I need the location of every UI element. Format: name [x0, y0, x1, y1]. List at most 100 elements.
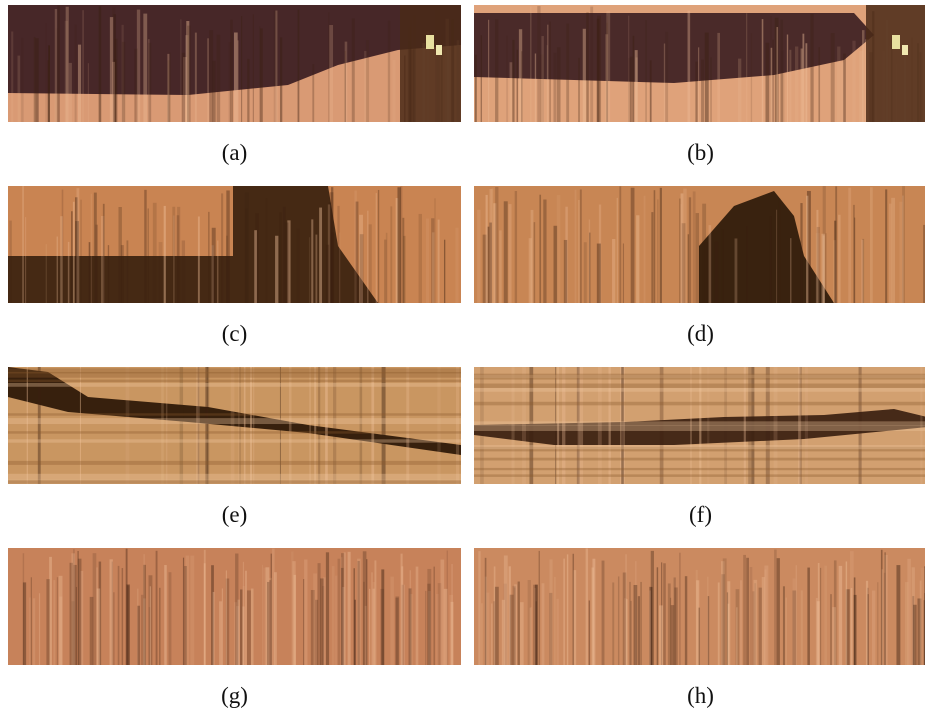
image-streak: [48, 45, 50, 122]
image-streak: [207, 38, 208, 122]
panel-image: [474, 367, 925, 484]
image-streak: [818, 47, 820, 122]
image-streak: [688, 11, 691, 122]
image-streak: [110, 559, 113, 665]
image-streak: [312, 64, 314, 122]
image-streak: [409, 588, 412, 665]
image-streak: [99, 6, 102, 122]
image-streak: [93, 553, 97, 665]
image-streak: [83, 10, 84, 122]
image-streak: [746, 13, 747, 122]
image-streak: [628, 58, 631, 122]
image-layer: [474, 445, 925, 449]
image-streak: [612, 239, 615, 303]
image-layer: [474, 425, 925, 431]
image-streak: [721, 574, 725, 665]
image-streak: [262, 565, 263, 665]
image-streak: [824, 566, 827, 665]
image-streak: [631, 188, 635, 303]
image-streak: [323, 577, 326, 665]
image-streak: [427, 584, 430, 665]
image-streak: [633, 36, 635, 122]
image-streak: [153, 203, 157, 303]
image-streak: [182, 53, 185, 122]
image-streak: [108, 245, 109, 303]
image-streak: [266, 198, 268, 303]
image-streak: [549, 559, 552, 665]
image-layer: [8, 380, 461, 382]
image-layer: [8, 461, 461, 465]
image-streak: [762, 19, 764, 122]
image-streak: [364, 51, 366, 122]
image-streak: [341, 568, 344, 665]
image-streak: [395, 598, 398, 665]
image-streak: [680, 204, 681, 303]
image-layer: [8, 413, 461, 415]
image-streak: [137, 606, 140, 665]
image-streak: [753, 580, 757, 665]
image-streak: [217, 35, 221, 122]
image-streak: [95, 225, 98, 303]
image-streak: [31, 577, 32, 665]
image-streak: [710, 57, 712, 122]
image-streak: [71, 211, 72, 303]
image-streak: [696, 570, 698, 665]
image-streak: [859, 51, 863, 122]
image-streak: [243, 586, 245, 665]
image-layer: [474, 374, 925, 380]
image-layer: [474, 384, 925, 389]
image-streak: [835, 186, 837, 303]
image-streak: [455, 228, 458, 303]
image-streak: [801, 590, 803, 665]
image-streak: [846, 561, 847, 665]
image-streak: [103, 204, 105, 303]
image-streak: [795, 46, 798, 122]
image-streak: [57, 6, 59, 122]
image-streak: [245, 209, 248, 303]
panel-image: [8, 367, 461, 484]
image-streak: [388, 21, 390, 122]
image-streak: [390, 206, 392, 303]
image-edge: [400, 5, 461, 122]
image-streak: [477, 210, 480, 303]
image-streak: [487, 227, 489, 303]
image-streak: [143, 14, 147, 122]
image-streak: [18, 56, 21, 122]
image-streak: [695, 62, 697, 122]
image-streak: [789, 50, 791, 122]
image-streak: [363, 582, 365, 665]
image-streak: [746, 558, 749, 665]
image-streak: [543, 200, 546, 303]
image-streak: [263, 568, 265, 665]
image-streak: [743, 555, 746, 665]
image-streak: [367, 211, 368, 303]
image-streak: [913, 605, 917, 665]
image-streak: [190, 556, 194, 665]
image-streak: [212, 61, 215, 122]
image-streak: [554, 226, 558, 303]
image-layer: [474, 474, 925, 477]
image-streak: [373, 589, 375, 665]
image-streak: [436, 594, 439, 665]
image-streak: [735, 238, 738, 303]
image-streak: [247, 590, 251, 665]
image-streak: [626, 554, 627, 665]
image-streak: [235, 554, 238, 665]
image-streak: [738, 59, 741, 122]
image-streak: [76, 587, 77, 665]
image-streak: [663, 563, 666, 665]
image-streak: [122, 42, 125, 122]
image-streak: [253, 14, 254, 122]
image-streak: [217, 241, 218, 303]
image-streak: [774, 550, 777, 665]
image-streak: [772, 40, 773, 122]
image-streak: [605, 34, 608, 122]
image-streak: [530, 608, 532, 665]
image-streak: [478, 551, 480, 665]
image-layer: [8, 480, 461, 483]
image-streak: [617, 198, 618, 303]
image-streak: [759, 588, 762, 665]
image-streak: [481, 603, 482, 665]
image-streak: [553, 53, 556, 122]
image-streak: [122, 568, 123, 665]
